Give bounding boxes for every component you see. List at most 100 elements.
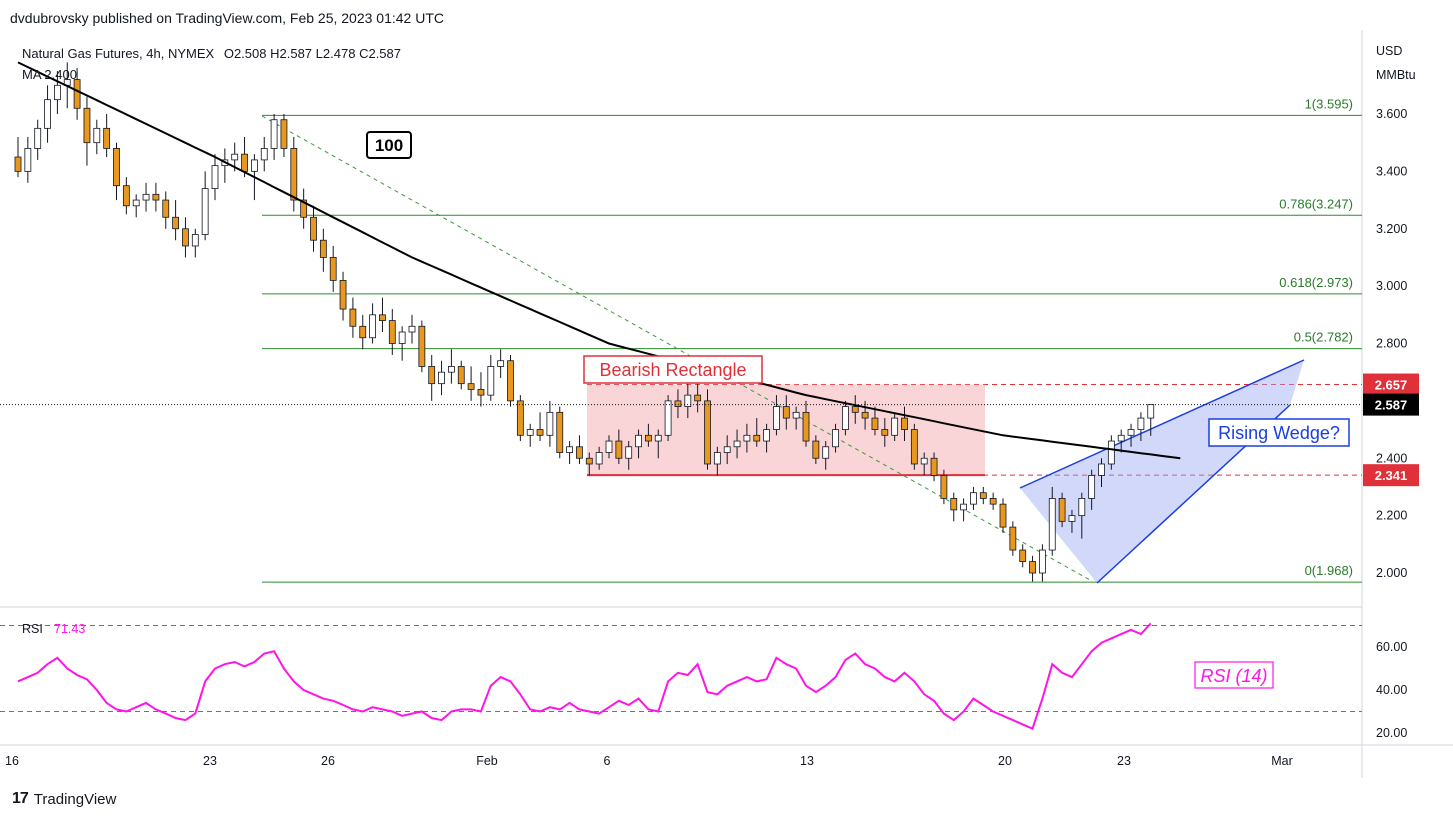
level-tag-lower-bg [1363,464,1419,487]
candle-body [979,492,987,499]
candle-body [1107,440,1115,465]
candle-body [319,239,327,258]
ma-label: MA [22,67,41,82]
time-tick-label: 6 [604,754,611,768]
candle-body [201,188,209,235]
time-tick-label: 26 [321,754,335,768]
candle-body [546,411,554,436]
time-tick-label: 13 [800,754,814,768]
fibonacci-levels: 1(3.595) 0.786(3.247) 0.618(2.973) 0.5(2.78… [262,96,1362,583]
candlesticks [14,62,1155,582]
time-tick-label: Mar [1271,754,1293,768]
candle-body [901,417,908,430]
candle-body [1088,475,1096,499]
candle-body [802,411,810,442]
candle-body [211,165,219,189]
candle-body [260,148,268,161]
candle-body [664,400,672,436]
candle-body [152,193,160,201]
candle-body [467,383,475,390]
candle-body [999,503,1007,528]
candle-body [635,434,642,448]
level-tag-upper-bg [1363,373,1419,396]
candle-body [83,107,91,144]
candle-body [14,156,22,172]
bearish-rectangle [587,384,985,477]
candle-body [507,360,514,402]
time-tick-label: 16 [5,754,19,768]
last-price-tag-bg [1363,393,1419,416]
candle-body [694,394,702,402]
candle-body [595,452,603,465]
candle-body [753,434,761,442]
rsi-tick-label: 20.00 [1376,726,1407,740]
fib-level-label: 1(3.595) [1305,96,1353,111]
candle-body [1039,549,1046,574]
fib-level-label: 0.786(3.247) [1279,196,1353,211]
candle-body [93,127,101,144]
candle-body [881,429,889,436]
candle-body [566,446,573,453]
fib-level-label: 0.5(2.782) [1294,330,1353,345]
rectangle-tag: Bearish Rectangle [583,355,763,384]
candle-body [1048,498,1056,551]
candle-body [940,475,948,499]
candle-body [792,411,800,419]
last-price-tag: 2.587 [1375,398,1408,413]
candle-body [477,388,485,396]
wedge-label: Rising Wedge? [1218,423,1340,443]
candle-body [989,498,997,505]
candle-body [812,440,820,459]
rsi-annotation-label: RSI (14) [1200,666,1267,686]
candle-body [950,498,958,511]
symbol-legend: Natural Gas Futures, 4h, NYMEX O2.508 H2… [22,46,401,61]
candle-body [763,429,770,442]
candle-body [723,446,731,453]
candle-body [388,320,396,344]
candle-body [1019,549,1027,562]
price-axis-ticks: 3.600 3.400 3.200 3.000 2.800 2.400 2.200 2.000 [1376,107,1407,580]
candle-body [1137,417,1145,430]
candle-body [1078,498,1086,517]
candle-body [398,331,406,344]
trend-dashed-line [261,115,1091,581]
price-tick-label: 2.800 [1376,337,1407,351]
price-tick-label: 3.000 [1376,279,1407,293]
candle-body [674,400,682,408]
high-value: 2.587 [279,46,313,61]
candle-body [132,199,140,207]
time-tick-label: 20 [998,754,1012,768]
candle-body [379,314,386,321]
candle-body [871,417,879,430]
fib-level-label: 0.618(2.973) [1279,275,1353,290]
ma-legend: MA 2.400 [22,67,77,82]
candle-body [773,406,780,430]
candle-body [1117,434,1125,442]
candle-body [290,148,298,201]
rising-wedge [1019,359,1305,584]
publisher-header: dvdubrovsky published on TradingView.com… [10,10,444,26]
candle-body [329,257,337,281]
footer-branding: 17 TradingView [12,790,116,808]
candle-body [645,434,652,442]
candle-body [1098,463,1105,476]
candle-body [54,84,61,101]
candle-body [585,457,593,465]
symbol-name: Natural Gas Futures, 4h, NYMEX [22,46,215,61]
candle-body [438,371,445,385]
candle-body [24,148,32,172]
candle-body [487,366,495,396]
wedge-upper-line [1019,359,1305,489]
candle-body [960,503,967,511]
rsi-line [17,622,1152,731]
candle-body [743,434,751,442]
fib-level-label: 0(1.968) [1305,563,1353,578]
price-tick-label: 2.400 [1376,451,1407,465]
close-value: 2.587 [368,46,402,61]
candle-body [625,446,633,459]
candle-body [920,457,928,465]
level-tag-lower: 2.341 [1375,468,1408,483]
candle-body [418,325,426,367]
price-tick-label: 2.200 [1376,509,1407,523]
